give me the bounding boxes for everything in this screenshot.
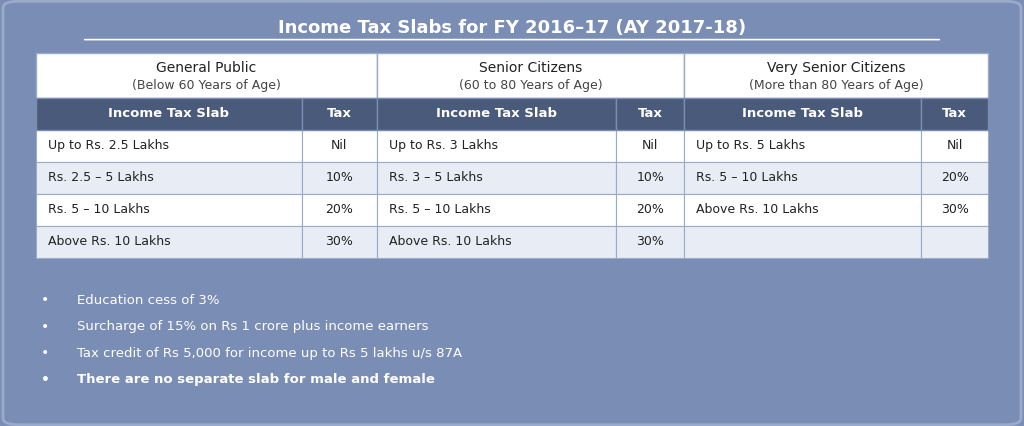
Text: Up to Rs. 5 Lakhs: Up to Rs. 5 Lakhs	[696, 139, 806, 153]
Bar	[302, 226, 377, 258]
Text: (Below 60 Years of Age): (Below 60 Years of Age)	[132, 79, 281, 92]
Bar	[922, 98, 988, 130]
Text: Nil: Nil	[331, 139, 347, 153]
Bar	[616, 162, 684, 194]
Text: •: •	[41, 294, 49, 307]
Text: Nil: Nil	[946, 139, 963, 153]
Text: Nil: Nil	[642, 139, 658, 153]
Text: Income Tax Slab: Income Tax Slab	[109, 107, 229, 121]
Text: Income Tax Slabs for FY 2016–17 (AY 2017-18): Income Tax Slabs for FY 2016–17 (AY 2017…	[278, 19, 746, 37]
Bar	[922, 194, 988, 226]
Text: Tax: Tax	[327, 107, 352, 121]
Text: Rs. 5 – 10 Lakhs: Rs. 5 – 10 Lakhs	[48, 203, 150, 216]
Text: Surcharge of 15% on Rs 1 crore plus income earners: Surcharge of 15% on Rs 1 crore plus inco…	[77, 320, 428, 333]
Bar	[616, 194, 684, 226]
Bar	[922, 162, 988, 194]
Text: •: •	[41, 346, 49, 360]
Bar	[684, 226, 922, 258]
Bar	[377, 226, 616, 258]
Text: •: •	[41, 373, 50, 386]
Text: Above Rs. 10 Lakhs: Above Rs. 10 Lakhs	[389, 235, 512, 248]
Bar	[616, 226, 684, 258]
FancyBboxPatch shape	[3, 1, 1021, 425]
Bar	[684, 194, 922, 226]
Bar	[377, 162, 616, 194]
Text: General Public: General Public	[157, 61, 256, 75]
Text: 20%: 20%	[326, 203, 353, 216]
Bar	[36, 98, 302, 130]
Text: 20%: 20%	[941, 171, 969, 184]
Text: Senior Citizens: Senior Citizens	[479, 61, 582, 75]
Bar	[684, 162, 922, 194]
Bar	[302, 162, 377, 194]
Text: Above Rs. 10 Lakhs: Above Rs. 10 Lakhs	[696, 203, 819, 216]
Bar	[302, 98, 377, 130]
Bar	[684, 130, 922, 162]
Text: Tax: Tax	[942, 107, 967, 121]
Text: •: •	[41, 320, 49, 334]
Text: (More than 80 Years of Age): (More than 80 Years of Age)	[749, 79, 924, 92]
Bar	[684, 98, 922, 130]
Text: Tax: Tax	[638, 107, 663, 121]
Text: Up to Rs. 3 Lakhs: Up to Rs. 3 Lakhs	[389, 139, 498, 153]
Text: Above Rs. 10 Lakhs: Above Rs. 10 Lakhs	[48, 235, 171, 248]
Text: Rs. 2.5 – 5 Lakhs: Rs. 2.5 – 5 Lakhs	[48, 171, 154, 184]
Bar	[616, 98, 684, 130]
Bar	[684, 53, 988, 98]
Bar	[36, 53, 377, 98]
Text: Education cess of 3%: Education cess of 3%	[77, 294, 219, 307]
Text: Rs. 5 – 10 Lakhs: Rs. 5 – 10 Lakhs	[696, 171, 798, 184]
Bar	[302, 130, 377, 162]
Text: 10%: 10%	[326, 171, 353, 184]
Bar	[922, 226, 988, 258]
Bar	[616, 130, 684, 162]
Text: Rs. 5 – 10 Lakhs: Rs. 5 – 10 Lakhs	[389, 203, 490, 216]
Bar	[377, 53, 684, 98]
Bar	[377, 130, 616, 162]
Text: (60 to 80 Years of Age): (60 to 80 Years of Age)	[459, 79, 602, 92]
Bar	[922, 130, 988, 162]
Bar	[36, 194, 302, 226]
Text: 30%: 30%	[326, 235, 353, 248]
Bar	[36, 226, 302, 258]
Bar	[302, 194, 377, 226]
Text: There are no separate slab for male and female: There are no separate slab for male and …	[77, 373, 434, 386]
Bar	[377, 194, 616, 226]
Text: Rs. 3 – 5 Lakhs: Rs. 3 – 5 Lakhs	[389, 171, 483, 184]
Text: Very Senior Citizens: Very Senior Citizens	[767, 61, 905, 75]
Text: Up to Rs. 2.5 Lakhs: Up to Rs. 2.5 Lakhs	[48, 139, 169, 153]
Bar	[377, 98, 616, 130]
Text: 20%: 20%	[636, 203, 665, 216]
Text: 30%: 30%	[941, 203, 969, 216]
Text: Income Tax Slab: Income Tax Slab	[436, 107, 557, 121]
Bar	[36, 162, 302, 194]
Bar	[36, 130, 302, 162]
Text: Tax credit of Rs 5,000 for income up to Rs 5 lakhs u/s 87A: Tax credit of Rs 5,000 for income up to …	[77, 347, 462, 360]
Text: Income Tax Slab: Income Tax Slab	[742, 107, 863, 121]
Text: 10%: 10%	[636, 171, 665, 184]
Text: 30%: 30%	[636, 235, 665, 248]
